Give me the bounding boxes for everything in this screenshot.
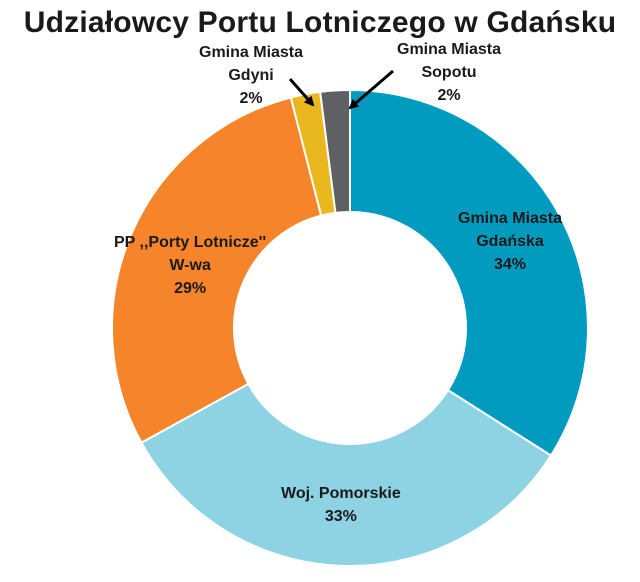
- label-gdynia: Gmina Miasta Gdyni 2%: [199, 41, 303, 110]
- slice-name-line: Gdańska: [476, 232, 544, 250]
- slice-value: 34%: [494, 255, 527, 273]
- slice-pomorskie: [140, 382, 553, 567]
- leader-arrow-gdynia: [288, 78, 315, 107]
- slice-value: 2%: [239, 89, 263, 107]
- slice-gdansk: [349, 88, 589, 457]
- slice-name-line: PP ,,Porty Lotnicze'': [114, 233, 267, 251]
- slice-name-line: Woj. Pomorskie: [281, 485, 401, 502]
- label-gdansk: Gmina Miasta Gdańska 34%: [458, 207, 562, 276]
- label-porty-lotnicze: PP ,,Porty Lotnicze'' W-wa 29%: [114, 231, 266, 300]
- slice-name-line: W-wa: [169, 256, 211, 274]
- slice-name-line: Gdyni: [228, 66, 274, 84]
- chart-title: Udziałowcy Portu Lotniczego w Gdańsku: [23, 6, 617, 39]
- leader-arrow-sopot: [348, 69, 394, 110]
- slice-name-line: Gmina Miasta: [458, 209, 563, 227]
- slice-name-line: Sopotu: [421, 63, 477, 81]
- slice-sopot: [319, 88, 351, 215]
- slice-value: 33%: [324, 508, 357, 525]
- slice-porty-lotnicze: [111, 96, 323, 445]
- slice-value: 29%: [174, 279, 207, 297]
- slice-value: 2%: [437, 86, 461, 104]
- label-sopot: Gmina Miasta Sopotu 2%: [397, 38, 501, 107]
- slice-name-line: Gmina Miasta: [397, 40, 502, 58]
- label-pomorskie: Woj. Pomorskie 33%: [281, 482, 401, 528]
- slice-name-line: Gmina Miasta: [199, 43, 304, 61]
